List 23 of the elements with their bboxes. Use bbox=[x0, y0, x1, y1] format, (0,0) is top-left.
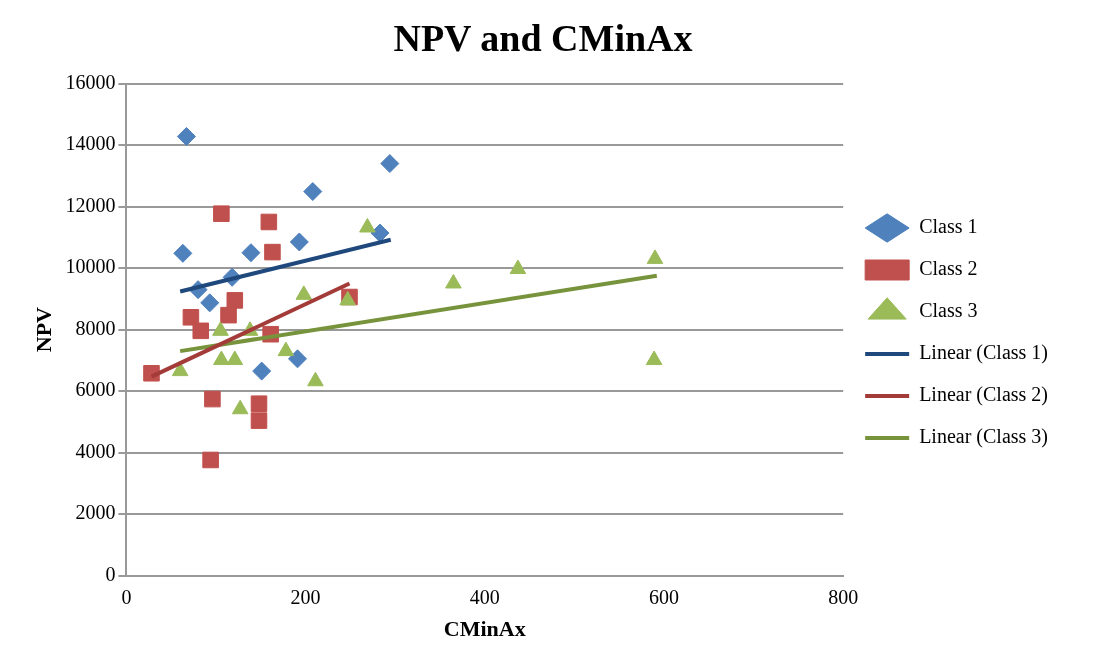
legend-label: Linear (Class 3) bbox=[919, 425, 1049, 449]
x-tick-label: 200 bbox=[290, 585, 321, 608]
y-tick-label: 6000 bbox=[75, 378, 116, 401]
x-tick-label: 800 bbox=[828, 585, 859, 608]
legend-label: Linear (Class 2) bbox=[919, 383, 1049, 407]
y-tick-label: 8000 bbox=[75, 316, 116, 339]
legend-label: Class 2 bbox=[919, 257, 978, 280]
legend-label: Linear (Class 1) bbox=[919, 341, 1049, 365]
y-axis-title: NPV bbox=[30, 306, 56, 353]
x-tick-label: 600 bbox=[648, 585, 679, 608]
chart-title: NPV and CMinAx bbox=[393, 16, 693, 59]
y-tick-label: 4000 bbox=[75, 439, 116, 462]
x-tick-label: 400 bbox=[469, 585, 500, 608]
y-tick-label: 2000 bbox=[75, 501, 116, 524]
x-tick-label: 0 bbox=[121, 585, 132, 608]
y-tick-label: 16000 bbox=[65, 70, 116, 93]
y-tick-label: 14000 bbox=[65, 132, 116, 155]
legend-label: Class 3 bbox=[919, 299, 978, 322]
y-tick-label: 0 bbox=[105, 562, 116, 585]
legend-label: Class 1 bbox=[919, 215, 978, 238]
y-tick-label: 12000 bbox=[65, 193, 116, 216]
x-axis-title: CMinAx bbox=[443, 616, 526, 642]
y-tick-label: 10000 bbox=[65, 255, 116, 278]
